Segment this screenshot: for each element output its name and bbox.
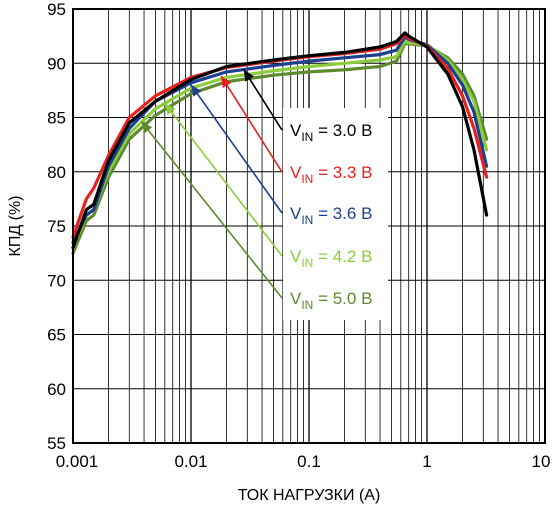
legend-entry-symbol: V [290,289,302,308]
y-tick-label: 55 [47,434,66,453]
legend-pointers [140,69,283,299]
y-tick-label: 70 [47,271,66,290]
legend-entry-value: = 3.6 В [313,204,372,223]
legend-entry-subscript: IN [301,256,313,270]
legend-entry-symbol: V [290,121,302,140]
legend-entry-value: = 3.0 В [313,121,372,140]
legend-entry-value: = 4.2 В [313,247,372,266]
legend-entry-value: = 3.3 В [313,163,372,182]
legend-entry: VIN = 5.0 В [290,289,372,312]
y-tick-label: 80 [47,163,66,182]
y-tick-label: 75 [47,217,66,236]
legend-pointer-arrowhead [191,84,202,97]
legend-entry: VIN = 3.3 В [290,163,372,186]
legend-pointer-line [220,75,283,173]
legend-pointer-line [164,102,283,257]
legend-pointer-line [190,84,283,214]
legend-entry-symbol: V [290,247,302,266]
legend-entry: VIN = 3.0 В [290,121,372,144]
legend-pointer-line [140,121,283,299]
x-tick-label: 0.001 [56,452,99,471]
legend-entry-subscript: IN [301,298,313,312]
legend-pointer-arrowhead [221,76,232,89]
x-tick-label: 0.1 [297,452,321,471]
legend-entry-subscript: IN [301,130,313,144]
legend-entry: VIN = 4.2 В [290,247,372,270]
legend-background [283,108,388,320]
x-axis-title: ТОК НАГРУЗКИ (A) [238,487,381,504]
legend-entry-symbol: V [290,204,302,223]
y-tick-label: 60 [47,380,66,399]
legend-entry-subscript: IN [301,172,313,186]
y-tick-label: 90 [47,54,66,73]
tick-labels: 55 60 65 70 75 80 85 90 95 0.001 0.01 0.1 1 10 [47,0,550,471]
x-tick-label: 0.01 [174,452,207,471]
x-tick-label: 10 [532,452,551,471]
legend-entry-value: = 5.0 В [313,289,372,308]
legend-entry-symbol: V [290,163,302,182]
y-tick-label: 85 [47,109,66,128]
legend-pointer-arrowhead [164,103,176,115]
legend-pointer-arrowhead [141,121,153,134]
series-lines [71,31,489,255]
plot-frame [72,8,546,444]
legend-entry-subscript: IN [301,213,313,227]
x-tick-label: 1 [422,452,431,471]
series-line [71,35,489,244]
y-tick-label: 65 [47,326,66,345]
series-line [71,42,489,255]
y-axis-title: КПД (%) [7,196,24,257]
series-line [71,31,489,250]
legend-pointer-line [243,69,283,131]
legend-pointer-arrowhead [243,69,254,82]
series-line [71,39,489,250]
y-tick-label: 95 [47,0,66,19]
legend-entry: VIN = 3.6 В [290,204,372,227]
